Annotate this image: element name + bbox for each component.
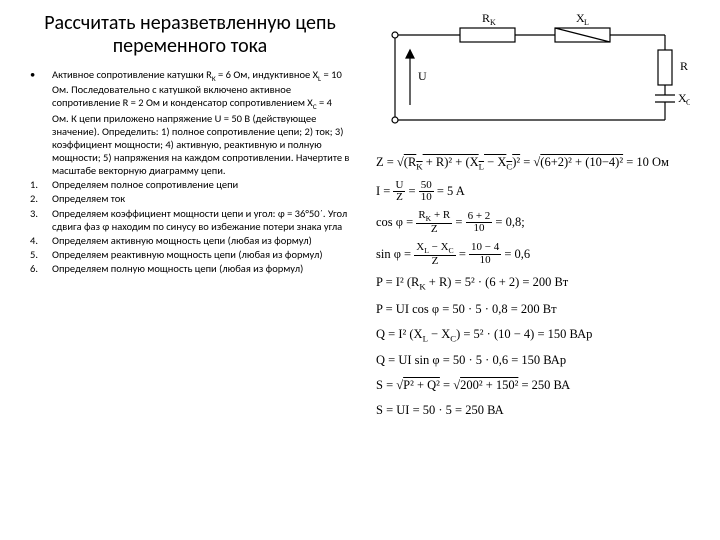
- step-text: Определяем реактивную мощность цепи (люб…: [52, 248, 350, 261]
- page-title: Рассчитать неразветвленную цепь переменн…: [30, 12, 350, 58]
- formula-line: S = UI = 50 · 5 = 250 ВА: [376, 401, 705, 420]
- formula-line: Q = I² (XL − XC) = 5² · (10 − 4) = 150 В…: [376, 325, 705, 346]
- svg-text:K: K: [490, 18, 496, 27]
- problem-block: • Активное сопротивление катушки RK = 6 …: [30, 68, 350, 275]
- formula-line: S = √P² + Q² = √200² + 150² = 250 ВА: [376, 376, 705, 395]
- bullet-dot: •: [30, 68, 52, 177]
- step-row: 3.Определяем коэффициент мощности цепи и…: [30, 207, 350, 233]
- step-text: Определяем полное сопротивление цепи: [52, 178, 350, 191]
- label-rk: R: [482, 11, 490, 25]
- step-text: Определяем коэффициент мощности цепи и у…: [52, 207, 350, 233]
- step-number: 2.: [30, 192, 52, 205]
- svg-text:L: L: [584, 18, 589, 27]
- step-number: 1.: [30, 178, 52, 191]
- label-u: U: [418, 69, 427, 83]
- step-row: 5.Определяем реактивную мощность цепи (л…: [30, 248, 350, 261]
- formula-line: Z = √(RK + R)² + (XL − XC)² = √(6+2)² + …: [376, 153, 705, 174]
- step-row: 6.Определяем полную мощность цепи (любая…: [30, 262, 350, 275]
- step-text: Определяем ток: [52, 192, 350, 205]
- step-text: Определяем полную мощность цепи (любая и…: [52, 262, 350, 275]
- formula-line: P = I² (RK + R) = 5² · (6 + 2) = 200 Вт: [376, 273, 705, 294]
- formula-line: sin φ = XL − XCZ = 10 − 410 = 0,6: [376, 242, 705, 268]
- step-number: 4.: [30, 234, 52, 247]
- formula-line: P = UI cos φ = 50 · 5 · 0,8 = 200 Вт: [376, 300, 705, 319]
- step-row: 1.Определяем полное сопротивление цепи: [30, 178, 350, 191]
- step-row: 4.Определяем активную мощность цепи (люб…: [30, 234, 350, 247]
- formula-line: cos φ = RK + RZ = 6 + 210 = 0,8;: [376, 210, 705, 236]
- step-row: 2.Определяем ток: [30, 192, 350, 205]
- formula-line: I = UZ = 5010 = 5 A: [376, 180, 705, 204]
- step-number: 5.: [30, 248, 52, 261]
- svg-text:C: C: [686, 98, 690, 107]
- step-number: 6.: [30, 262, 52, 275]
- circuit-diagram: RK XL R XC U: [370, 10, 690, 130]
- step-text: Определяем активную мощность цепи (любая…: [52, 234, 350, 247]
- formula-line: Q = UI sin φ = 50 · 5 · 0,6 = 150 ВАр: [376, 351, 705, 370]
- label-r: R: [680, 59, 688, 73]
- formula-block: Z = √(RK + R)² + (XL − XC)² = √(6+2)² + …: [370, 153, 705, 420]
- problem-text: Активное сопротивление катушки RK = 6 Ом…: [52, 68, 350, 177]
- step-number: 3.: [30, 207, 52, 233]
